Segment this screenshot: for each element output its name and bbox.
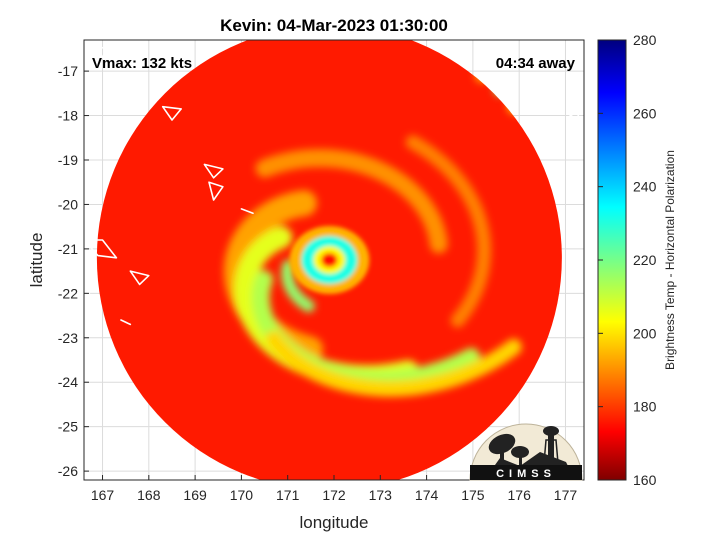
x-tick-label: 177 [554,487,578,503]
x-axis-ticks: 167 168 169 170 171 172 173 174 175 176 177 [91,475,578,503]
y-tick-label: -20 [58,196,78,212]
colorbar-label: Brightness Temp - Horizontal Polarizatio… [663,150,677,370]
rainband [265,330,522,397]
island-coastline [120,43,141,55]
colorbar: 160 180 200 220 240 260 280 Brightness Temp - … [597,32,677,488]
y-tick-label: -24 [58,374,78,390]
eye [321,253,338,267]
island-coastline [203,163,224,179]
rainbands [223,68,522,397]
chart-title: Kevin: 04-Mar-2023 01:30:00 [220,16,448,35]
rainband [281,259,315,313]
colorbar-ticks: 160 180 200 220 240 260 280 [598,32,657,488]
x-tick-label: 169 [183,487,207,503]
y-tick-label: -17 [58,63,78,79]
island-coastline [120,319,132,326]
y-tick-label: -26 [58,463,78,479]
x-tick-label: 171 [276,487,300,503]
colorbar-tick-label: 160 [633,472,657,488]
island-coastline [97,45,108,59]
x-tick-label: 173 [369,487,393,503]
island-coastline [569,110,581,121]
x-tick-label: 175 [461,487,485,503]
colorbar-tick-label: 260 [633,105,657,121]
logo-text: CIMSS [496,468,556,480]
island-coastline [129,270,150,286]
colorbar-tick-label: 280 [633,32,657,48]
x-tick-label: 167 [91,487,115,503]
y-tick-label: -21 [58,241,78,257]
time-away-annotation: 04:34 away [496,55,576,72]
y-tick-label: -23 [58,330,78,346]
colorbar-tick-label: 240 [633,179,657,195]
x-tick-label: 172 [322,487,346,503]
x-tick-label: 168 [137,487,161,503]
x-tick-label: 170 [230,487,254,503]
y-tick-label: -25 [58,419,78,435]
island-coastline [84,239,118,259]
island-coastline [84,288,99,308]
vmax-annotation: Vmax: 132 kts [92,55,192,72]
island-coastline [240,208,254,215]
x-tick-label: 174 [415,487,439,503]
x-axis-label: longitude [299,513,368,532]
coastlines [84,43,581,326]
y-tick-label: -19 [58,152,78,168]
colorbar-tick-label: 200 [633,325,657,341]
island-coastline [161,105,182,121]
y-axis-label: latitude [27,233,46,288]
eyewall [289,226,370,294]
rainband [405,135,492,328]
colorbar-tick-label: 220 [633,252,657,268]
y-tick-label: -22 [58,285,78,301]
microwave-swath [96,40,562,480]
y-tick-label: -18 [58,108,78,124]
cimss-logo: CIMSS [469,423,583,481]
colorbar-tick-label: 180 [633,399,657,415]
x-tick-label: 176 [508,487,532,503]
island-coastline [208,181,224,201]
y-axis-ticks: -17 -18 -19 -20 -21 -22 -23 -24 -25 -26 [58,63,89,479]
plot-area: 167 168 169 170 171 172 173 174 175 176 177 -17 -18… [58,39,585,503]
rainband [255,149,448,254]
